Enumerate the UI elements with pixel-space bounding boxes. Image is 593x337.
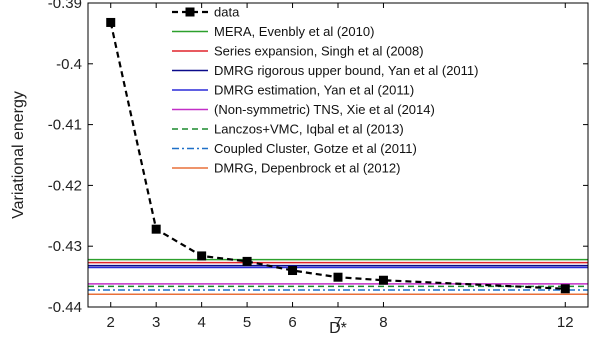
legend-label-8: DMRG, Depenbrock et al (2012)	[214, 161, 400, 176]
legend-entry-0: data	[172, 5, 240, 20]
y-tick-label-3: -0.41	[48, 117, 82, 134]
data-point-6	[378, 275, 388, 285]
x-tick-label-4: 6	[288, 314, 296, 331]
legend-label-1: MERA, Evenbly et al (2010)	[214, 24, 374, 39]
data-point-7	[560, 284, 570, 294]
x-tick-label-7: 12	[557, 314, 574, 331]
x-tick-label-3: 5	[243, 314, 251, 331]
legend-label-3: DMRG rigorous upper bound, Yan et al (20…	[214, 63, 478, 78]
x-tick-label-1: 3	[152, 314, 160, 331]
plot-background	[88, 3, 588, 307]
legend-label-7: Coupled Cluster, Gotze et al (2011)	[214, 141, 417, 156]
data-point-3	[242, 256, 252, 266]
y-tick-label-4: -0.4	[56, 56, 82, 73]
y-tick-label-1: -0.43	[48, 238, 82, 255]
data-series	[106, 17, 570, 294]
legend-marker-0	[185, 7, 195, 17]
y-tick-label-5: -0.39	[48, 0, 82, 12]
x-tick-label-0: 2	[107, 314, 115, 331]
y-tick-label-2: -0.42	[48, 177, 82, 194]
legend-label-4: DMRG estimation, Yan et al (2011)	[214, 83, 414, 98]
legend-label-0: data	[214, 5, 240, 20]
reference-lines	[88, 258, 588, 295]
legend-entry-5: (Non-symmetric) TNS, Xie et al (2014)	[172, 102, 435, 117]
legend-label-5: (Non-symmetric) TNS, Xie et al (2014)	[214, 102, 435, 117]
legend-entry-2: Series expansion, Singh et al (2008)	[172, 44, 424, 59]
x-axis-title: D*	[329, 320, 347, 337]
x-tick-label-2: 4	[197, 314, 205, 331]
data-point-4	[288, 266, 298, 276]
legend-entry-4: DMRG estimation, Yan et al (2011)	[172, 83, 414, 98]
x-tick-label-6: 8	[379, 314, 387, 331]
plot-area	[88, 3, 588, 307]
series-line-0	[109, 22, 566, 290]
legend-entry-7: Coupled Cluster, Gotze et al (2011)	[172, 141, 417, 156]
y-axis-title: Variational energy	[10, 91, 27, 219]
legend: data MERA, Evenbly et al (2010) Series exp…	[172, 5, 478, 176]
legend-entry-3: DMRG rigorous upper bound, Yan et al (20…	[172, 63, 478, 78]
y-axis-ticks: -0.44 -0.43 -0.42 -0.41 -0.4 -0.39	[48, 0, 588, 316]
legend-entry-6: Lanczos+VMC, Iqbal et al (2013)	[172, 122, 404, 137]
data-point-1	[151, 224, 161, 234]
legend-label-6: Lanczos+VMC, Iqbal et al (2013)	[214, 122, 404, 137]
data-point-2	[197, 251, 207, 261]
x-axis-ticks: 2 3 4 5 6 7 8 12	[107, 3, 574, 331]
data-point-5	[333, 272, 343, 282]
y-tick-label-0: -0.44	[48, 299, 82, 316]
data-point-0	[106, 17, 116, 27]
x-tick-label-5: 7	[334, 314, 342, 331]
legend-entry-8: DMRG, Depenbrock et al (2012)	[172, 161, 400, 176]
legend-label-2: Series expansion, Singh et al (2008)	[214, 44, 424, 59]
legend-entry-1: MERA, Evenbly et al (2010)	[172, 24, 374, 39]
